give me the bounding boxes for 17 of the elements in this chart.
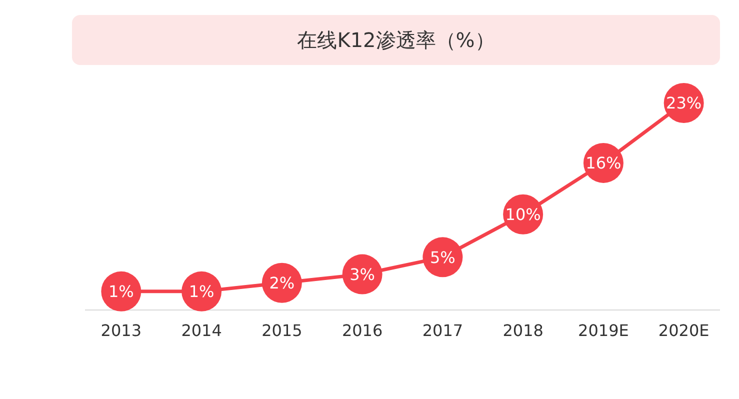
data-label: 1% [108, 282, 134, 302]
x-tick-label: 2019E [578, 321, 629, 340]
data-label: 2% [269, 273, 295, 292]
data-label: 5% [430, 248, 456, 267]
x-tick-label: 2018 [502, 321, 544, 340]
x-tick-label: 2013 [100, 321, 142, 340]
x-tick-label: 2016 [342, 321, 383, 340]
x-tick-label: 2020E [658, 321, 710, 340]
data-label: 3% [350, 264, 376, 284]
data-label: 23% [666, 94, 702, 113]
x-tick-label: 2015 [262, 321, 302, 340]
x-tick-label: 2017 [422, 321, 464, 340]
chart-title: 在线K12渗透率（%） [297, 28, 495, 52]
data-label: 16% [586, 154, 622, 173]
data-label: 1% [188, 282, 214, 302]
data-label: 10% [505, 204, 541, 224]
x-tick-label: 2014 [181, 321, 222, 340]
